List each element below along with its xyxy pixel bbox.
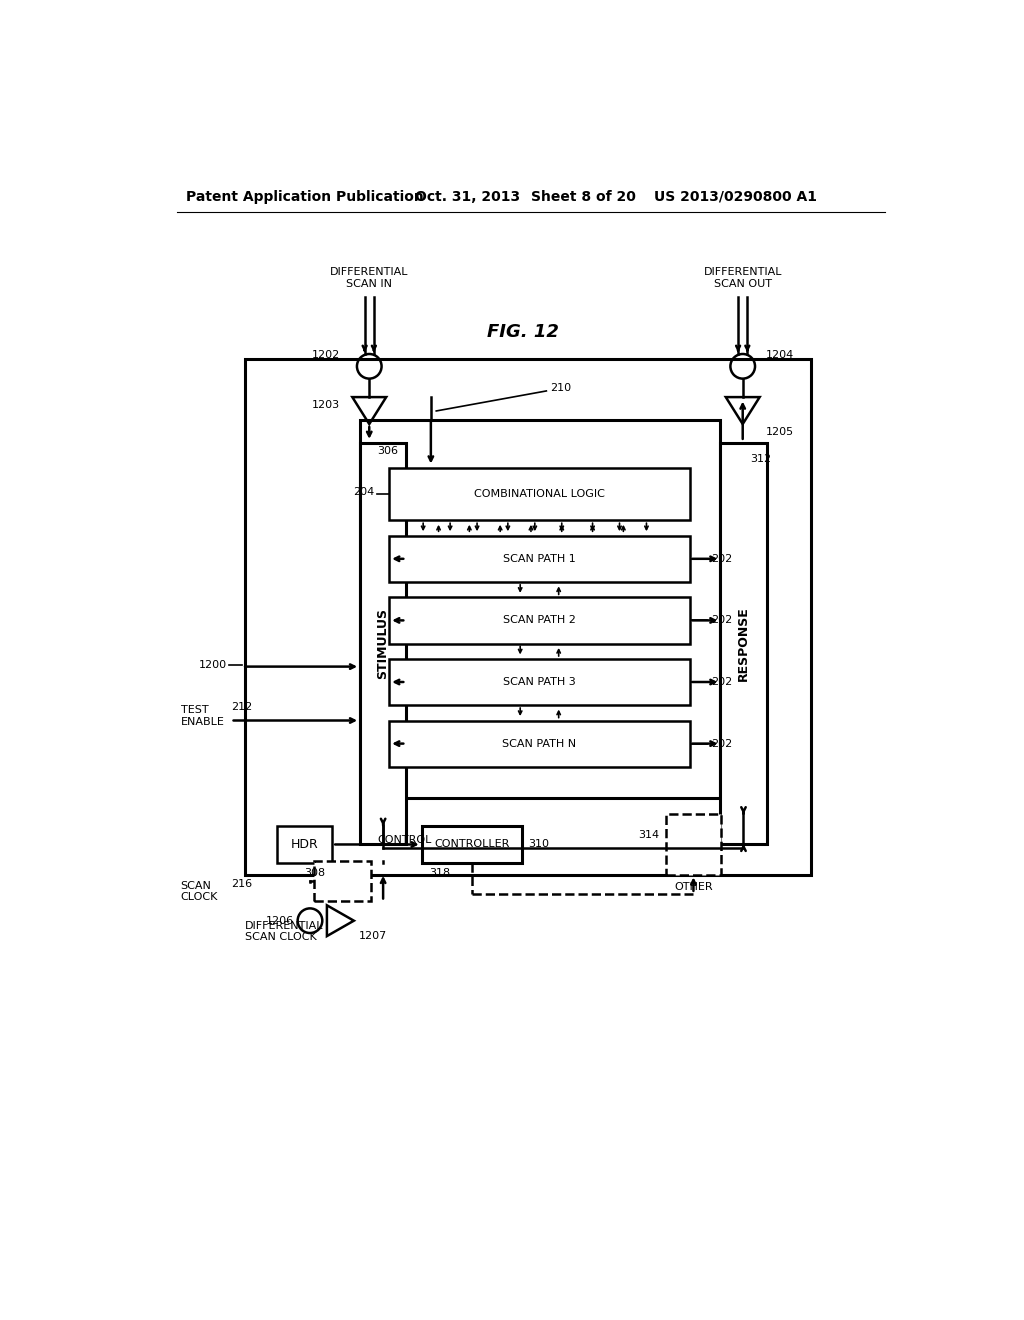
Text: STIMULUS: STIMULUS (377, 609, 389, 678)
Text: SCAN PATH 1: SCAN PATH 1 (503, 554, 575, 564)
Bar (276, 826, 333, 863)
Text: 202: 202 (711, 677, 732, 686)
Text: SCAN
CLOCK: SCAN CLOCK (180, 880, 218, 903)
Text: OTHER: OTHER (674, 882, 713, 892)
Text: 1203: 1203 (312, 400, 340, 409)
Text: 212: 212 (230, 702, 252, 711)
Text: SCAN PATH 3: SCAN PATH 3 (503, 677, 575, 686)
Text: 202: 202 (711, 554, 732, 564)
Text: DIFFERENTIAL
SCAN IN: DIFFERENTIAL SCAN IN (330, 267, 409, 289)
Text: DIFFERENTIAL
SCAN CLOCK: DIFFERENTIAL SCAN CLOCK (245, 920, 323, 942)
Text: 1206: 1206 (265, 916, 294, 925)
Bar (313, 862, 371, 902)
Text: Patent Application Publication: Patent Application Publication (186, 190, 424, 203)
Text: Sheet 8 of 20: Sheet 8 of 20 (531, 190, 636, 203)
Bar (666, 814, 721, 875)
Bar (389, 597, 689, 644)
Text: US 2013/0290800 A1: US 2013/0290800 A1 (654, 190, 817, 203)
Bar (360, 420, 720, 797)
Text: 1204: 1204 (766, 350, 794, 360)
Text: 306: 306 (377, 446, 398, 455)
Bar (389, 536, 689, 582)
Text: 314: 314 (638, 830, 659, 841)
Bar (422, 826, 521, 863)
Bar (720, 444, 767, 843)
Text: CONTROL: CONTROL (377, 834, 431, 845)
Text: COMBINATIONAL LOGIC: COMBINATIONAL LOGIC (474, 490, 605, 499)
Text: FIG. 12: FIG. 12 (487, 322, 559, 341)
Text: 216: 216 (230, 879, 252, 888)
Text: 318: 318 (429, 869, 451, 878)
Bar (360, 444, 407, 843)
Text: HDR: HDR (291, 838, 318, 851)
Bar (389, 659, 689, 705)
Bar (245, 359, 811, 875)
Text: 312: 312 (751, 454, 771, 463)
Text: 204: 204 (352, 487, 374, 496)
Text: RESPONSE: RESPONSE (737, 606, 750, 681)
Text: 202: 202 (711, 739, 732, 748)
Text: 210: 210 (550, 383, 571, 393)
Text: DIFFERENTIAL
SCAN OUT: DIFFERENTIAL SCAN OUT (703, 267, 782, 289)
Text: 1205: 1205 (766, 426, 794, 437)
Text: 308: 308 (304, 869, 325, 878)
Text: 310: 310 (528, 840, 549, 850)
Text: SCAN PATH 2: SCAN PATH 2 (503, 615, 575, 626)
Text: 1200: 1200 (199, 660, 226, 671)
Text: 1202: 1202 (311, 350, 340, 360)
Bar (389, 721, 689, 767)
Text: 202: 202 (711, 615, 732, 626)
Bar (389, 469, 689, 520)
Text: 1207: 1207 (359, 931, 387, 941)
Text: TEST
ENABLE: TEST ENABLE (180, 705, 224, 727)
Text: Oct. 31, 2013: Oct. 31, 2013 (416, 190, 520, 203)
Text: CONTROLLER: CONTROLLER (434, 840, 509, 850)
Text: SCAN PATH N: SCAN PATH N (503, 739, 577, 748)
